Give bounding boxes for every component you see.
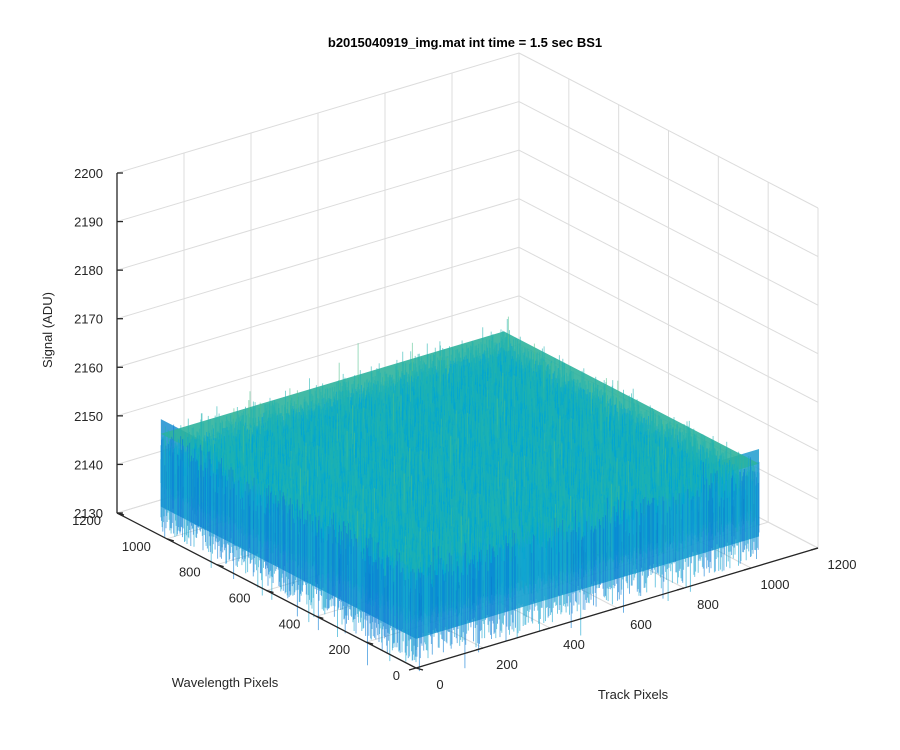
surface-plot: b2015040919_img.mat int time = 1.5 sec B… — [0, 0, 900, 750]
